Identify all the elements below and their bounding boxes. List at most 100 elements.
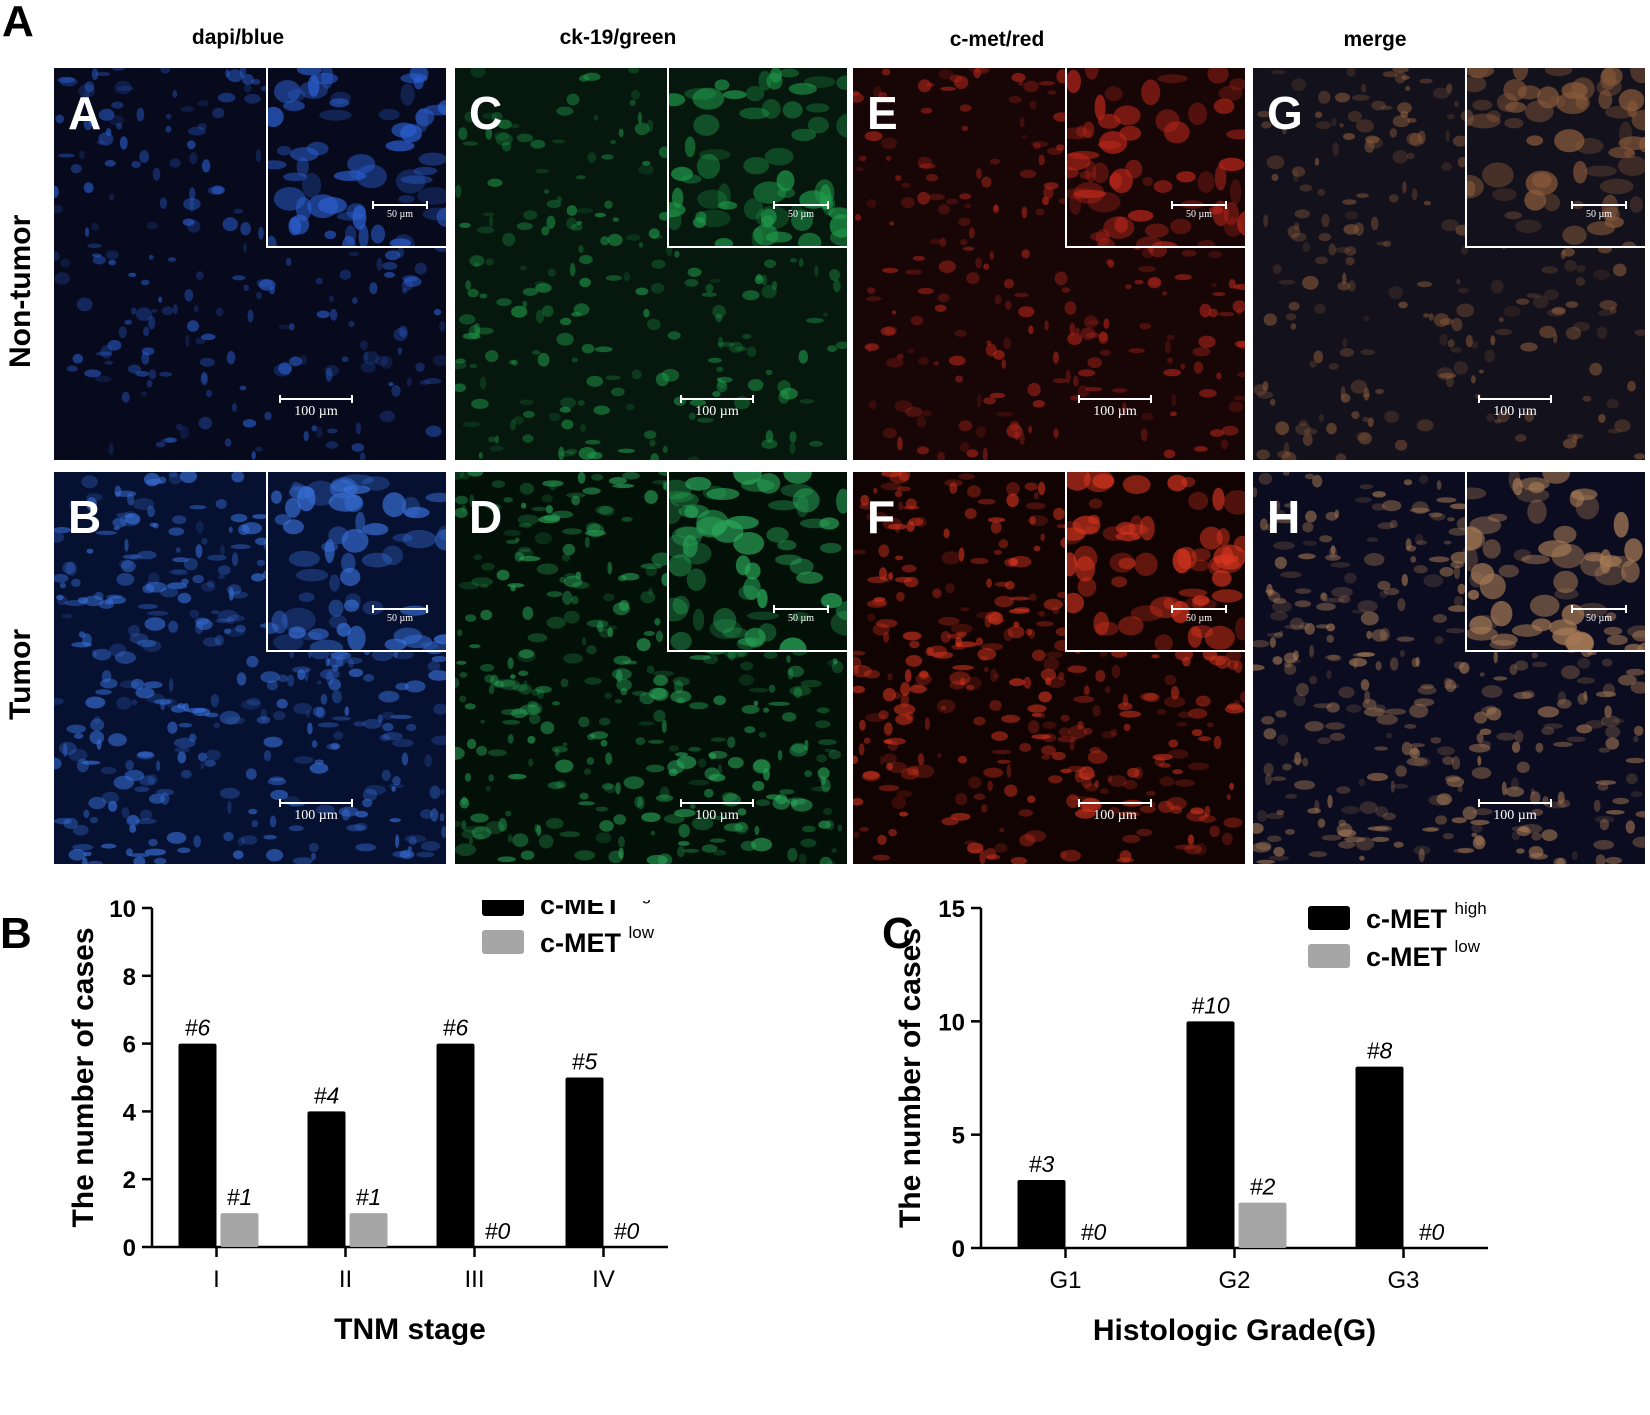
inset-magnified: 50 µm bbox=[1064, 472, 1245, 653]
data-label: #5 bbox=[572, 1049, 598, 1075]
main-scale-bar: 100 µm bbox=[1078, 395, 1152, 420]
bar-cmet-low bbox=[220, 1213, 259, 1247]
main-scale-bar: 100 µm bbox=[279, 799, 353, 824]
data-label: #6 bbox=[443, 1015, 469, 1041]
column-title-cmet: c-met/red bbox=[949, 28, 1045, 51]
tile-letter: G bbox=[1267, 87, 1303, 139]
column-title-merge: merge bbox=[1343, 28, 1407, 51]
x-tick-label: G2 bbox=[1218, 1267, 1250, 1294]
legend-superscript: high bbox=[1455, 900, 1487, 918]
data-label: #0 bbox=[1419, 1219, 1445, 1245]
inset-scale-bar: 50 µm bbox=[372, 605, 428, 625]
tile-letter: D bbox=[469, 491, 503, 543]
data-label: #4 bbox=[314, 1082, 340, 1108]
bar-cmet-high bbox=[307, 1111, 346, 1247]
micrograph-tile: 50 µm 100 µm C bbox=[455, 68, 847, 460]
data-label: #0 bbox=[485, 1218, 511, 1244]
x-tick-label: G1 bbox=[1049, 1267, 1081, 1294]
plot-area: 0 2 4 6 8 10 I #6 #1 II #4 #1 III #6 #0 IV #5 #0 bbox=[109, 900, 668, 1293]
main-scale-bar: 100 µm bbox=[279, 395, 353, 420]
data-label: #2 bbox=[1250, 1174, 1276, 1200]
micrograph-tile: 50 µm 100 µm G bbox=[1253, 68, 1645, 460]
inset-scale-label: 50 µm bbox=[386, 613, 414, 625]
y-tick-label: 5 bbox=[952, 1123, 965, 1150]
inset-scale-label: 50 µm bbox=[1585, 209, 1613, 221]
histologic-grade-bar-chart: 0 5 10 15 G1 #3 #0 G2 #10 #2 G3 #8 #0 The number of c… bbox=[894, 900, 1488, 1347]
tile-letter: A bbox=[68, 87, 102, 139]
x-tick-label: I bbox=[213, 1266, 220, 1293]
inset-magnified: 50 µm bbox=[666, 68, 847, 249]
inset-magnified: 50 µm bbox=[1064, 68, 1245, 249]
plot-area: 0 5 10 15 G1 #3 #0 G2 #10 #2 G3 #8 #0 bbox=[938, 900, 1488, 1294]
main-scale-label: 100 µm bbox=[1493, 404, 1537, 419]
inset-scale-bar: 50 µm bbox=[1171, 201, 1227, 221]
legend-entry: c-MET low bbox=[1366, 937, 1481, 972]
column-title-ck19: ck-19/green bbox=[559, 26, 677, 49]
tile-letter: C bbox=[469, 87, 503, 139]
legend-entry: c-MET low bbox=[540, 923, 655, 958]
y-tick-label: 10 bbox=[109, 900, 136, 923]
legend-superscript: low bbox=[1455, 937, 1481, 956]
bar-cmet-low bbox=[1238, 1202, 1287, 1248]
y-tick-label: 0 bbox=[123, 1235, 136, 1262]
main-scale-label: 100 µm bbox=[1093, 808, 1137, 823]
panel-c-letter: C bbox=[882, 909, 914, 958]
data-label: #8 bbox=[1367, 1038, 1393, 1064]
bar-cmet-high bbox=[436, 1043, 475, 1247]
legend-swatch bbox=[482, 930, 524, 954]
y-tick-label: 4 bbox=[123, 1099, 137, 1126]
data-label: #6 bbox=[185, 1015, 211, 1041]
micrograph-tile: 50 µm 100 µm H bbox=[1253, 472, 1645, 864]
y-tick-label: 8 bbox=[123, 964, 136, 991]
micrograph-tile: 50 µm 100 µm F bbox=[853, 472, 1245, 864]
inset-scale-bar: 50 µm bbox=[773, 201, 829, 220]
x-tick-label: IV bbox=[592, 1266, 615, 1293]
bar-cmet-high bbox=[565, 1077, 604, 1247]
main-scale-bar: 100 µm bbox=[680, 799, 754, 824]
micrograph-tile: 50 µm 100 µm E bbox=[853, 68, 1245, 460]
y-tick-label: 6 bbox=[123, 1032, 136, 1059]
x-axis-label: Histologic Grade(G) bbox=[1093, 1314, 1376, 1347]
y-tick-label: 10 bbox=[938, 1009, 965, 1036]
panel-b-letter: B bbox=[0, 909, 32, 958]
inset-scale-label: 50 µm bbox=[1585, 613, 1613, 625]
x-tick-label: II bbox=[339, 1266, 352, 1293]
main-scale-label: 100 µm bbox=[294, 808, 338, 823]
data-label: #3 bbox=[1029, 1151, 1055, 1177]
tnm-stage-bar-chart: 0 2 4 6 8 10 I #6 #1 II #4 #1 III #6 #0 IV #5 #0 The numbe… bbox=[67, 900, 668, 1346]
main-scale-label: 100 µm bbox=[695, 404, 739, 419]
inset-scale-bar: 50 µm bbox=[773, 605, 829, 625]
tile-letter: E bbox=[867, 87, 898, 139]
bar-cmet-high bbox=[178, 1043, 217, 1247]
inset-scale-label: 50 µm bbox=[1185, 613, 1213, 625]
data-label: #0 bbox=[614, 1218, 640, 1244]
bar-cmet-high bbox=[1186, 1021, 1235, 1248]
inset-magnified: 50 µm bbox=[265, 68, 446, 249]
inset-scale-label: 50 µm bbox=[787, 613, 815, 625]
bar-cmet-low bbox=[349, 1213, 388, 1247]
y-axis-label: The number of cases bbox=[67, 927, 100, 1227]
micrograph-tile: 50 µm 100 µm D bbox=[455, 472, 847, 864]
y-axis-label: The number of cases bbox=[894, 928, 927, 1228]
legend-swatch bbox=[482, 900, 524, 916]
main-scale-label: 100 µm bbox=[695, 808, 739, 823]
y-tick-label: 0 bbox=[952, 1236, 965, 1263]
column-title-dapi: dapi/blue bbox=[191, 26, 285, 49]
main-scale-label: 100 µm bbox=[294, 404, 338, 419]
micrograph-tile: 50 µm 100 µm B bbox=[54, 472, 446, 864]
main-scale-bar: 100 µm bbox=[680, 395, 754, 420]
tissue-texture bbox=[853, 68, 1245, 460]
y-tick-label: 2 bbox=[123, 1167, 136, 1194]
inset-scale-label: 50 µm bbox=[1185, 209, 1213, 221]
main-scale-bar: 100 µm bbox=[1478, 395, 1552, 420]
x-tick-label: III bbox=[464, 1266, 484, 1293]
legend-entry: c-MET high bbox=[540, 900, 661, 920]
tile-letter: H bbox=[1267, 491, 1301, 543]
bar-cmet-high bbox=[1017, 1180, 1066, 1248]
legend-swatch bbox=[1308, 906, 1350, 930]
tile-letter: F bbox=[867, 491, 896, 543]
row-label-non-tumor: Non-tumor bbox=[4, 214, 37, 368]
legend-superscript: high bbox=[629, 900, 661, 904]
inset-scale-bar: 50 µm bbox=[1171, 605, 1227, 625]
panel-a-letter: A bbox=[2, 0, 34, 46]
